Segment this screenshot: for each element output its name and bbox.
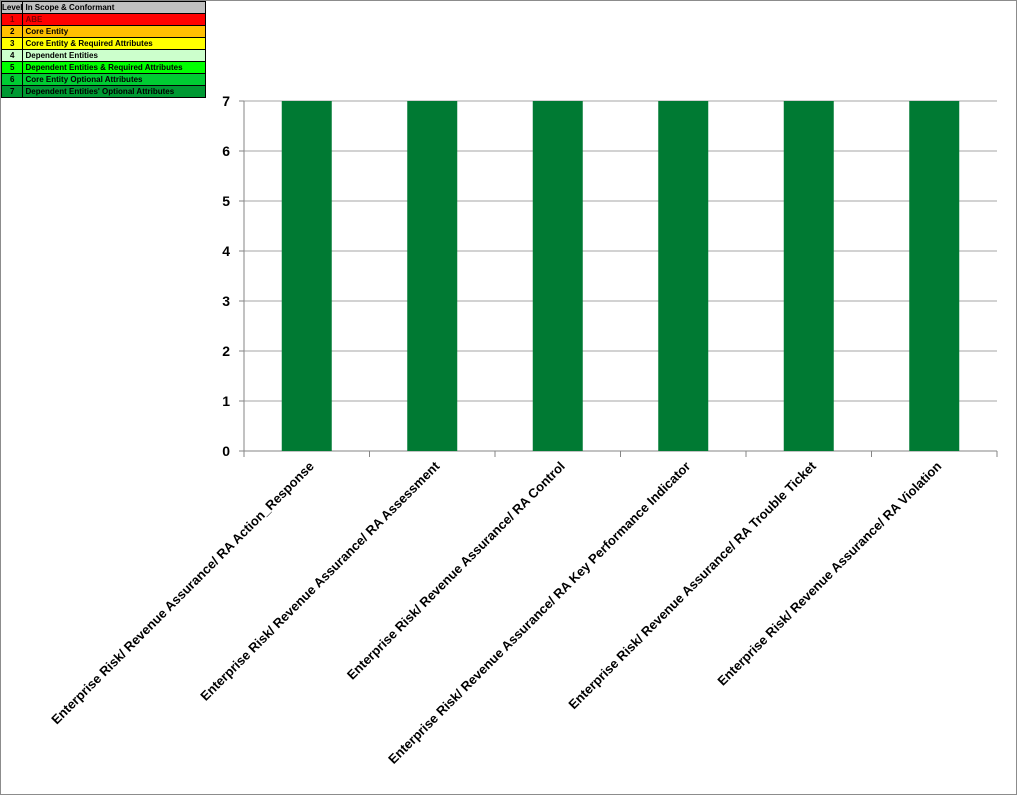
legend-level: 7 [0, 85, 24, 98]
bar [909, 101, 960, 451]
x-tick-label: Enterprise Risk/ Revenue Assurance/ RA V… [714, 458, 944, 688]
x-tick-label: Enterprise Risk/ Revenue Assurance/ RA C… [344, 459, 568, 683]
y-tick-label: 0 [222, 443, 230, 459]
bar [281, 101, 332, 451]
legend-row: 6 Core Entity Optional Attributes [0, 73, 207, 86]
level-legend: Level In Scope & Conformant 1 ABE 2 Core En… [0, 1, 207, 98]
x-tick-label: Enterprise Risk/ Revenue Assurance/ RA T… [565, 458, 819, 712]
bar [407, 101, 458, 451]
bar [658, 101, 709, 451]
y-tick-label: 6 [222, 143, 230, 159]
y-tick-label: 2 [222, 343, 230, 359]
y-tick-label: 4 [222, 243, 230, 259]
x-tick-label: Enterprise Risk/ Revenue Assurance/ RA K… [385, 459, 693, 767]
x-tick-label: Enterprise Risk/ Revenue Assurance/ RA A… [48, 459, 317, 728]
legend-header-row: Level In Scope & Conformant [0, 1, 207, 14]
legend-description: Dependent Entities' Optional Attributes [22, 85, 207, 98]
bar [532, 101, 583, 451]
legend-header-description: In Scope & Conformant [22, 1, 207, 14]
y-tick-label: 7 [222, 93, 230, 109]
legend-header-level: Level [0, 1, 24, 14]
y-tick-label: 5 [222, 193, 230, 209]
y-tick-label: 1 [222, 393, 230, 409]
y-tick-label: 3 [222, 293, 230, 309]
legend-row: 2 Core Entity [0, 25, 207, 38]
x-tick-label: Enterprise Risk/ Revenue Assurance/ RA A… [197, 458, 443, 704]
legend-row: 3 Core Entity & Required Attributes [0, 37, 207, 50]
legend-row: 7 Dependent Entities' Optional Attributes [0, 85, 207, 98]
bar [783, 101, 834, 451]
